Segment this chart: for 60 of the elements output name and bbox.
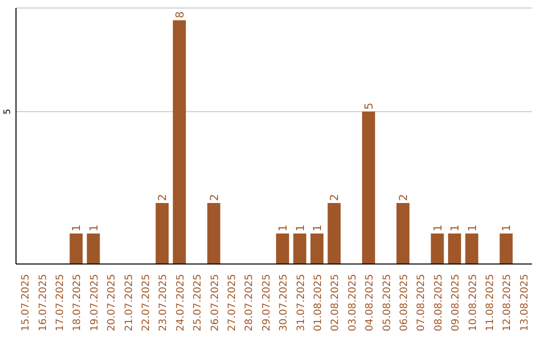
x-tick-label: 08.08.2025 <box>433 274 444 332</box>
data-label: 1 <box>294 224 307 232</box>
bar <box>328 203 341 264</box>
x-tick-label: 13.08.2025 <box>519 274 530 332</box>
bar <box>293 234 306 264</box>
x-tick-label: 31.07.2025 <box>296 274 307 332</box>
bar <box>500 234 513 264</box>
x-tick-label: 24.07.2025 <box>175 274 186 332</box>
x-tick-label: 30.07.2025 <box>278 274 290 332</box>
x-tick-label: 09.08.2025 <box>450 274 462 332</box>
data-label: 2 <box>328 194 342 202</box>
x-tick-label: 22.07.2025 <box>141 274 152 332</box>
x-tick-label: 02.08.2025 <box>330 274 342 332</box>
x-tick-label: 05.08.2025 <box>382 274 393 332</box>
data-label: 5 <box>362 102 376 110</box>
x-tick-label: 20.07.2025 <box>106 274 118 332</box>
x-tick-label: 27.07.2025 <box>227 274 238 332</box>
data-label: 2 <box>156 194 170 202</box>
data-label: 1 <box>310 224 324 232</box>
x-tick-label: 18.07.2025 <box>72 274 84 332</box>
x-tick-label: 29.07.2025 <box>261 274 272 332</box>
data-label: 2 <box>208 194 221 202</box>
x-tick-label: 23.07.2025 <box>158 274 170 332</box>
bar <box>276 234 290 264</box>
x-tick-label: 03.08.2025 <box>347 274 358 332</box>
bar <box>70 234 83 264</box>
data-label: 1 <box>448 224 462 232</box>
x-tick-label: 28.07.2025 <box>244 274 256 332</box>
x-tick-label: 15.07.2025 <box>20 274 32 332</box>
data-label: 1 <box>466 224 479 232</box>
x-tick-label: 11.08.2025 <box>485 274 496 332</box>
data-label: 1 <box>431 224 444 232</box>
bar <box>172 20 186 264</box>
bar <box>156 203 169 264</box>
data-label: 1 <box>70 224 84 232</box>
x-tick-label: 21.07.2025 <box>124 274 135 332</box>
bar <box>86 234 100 264</box>
data-label: 1 <box>500 224 514 232</box>
data-label: 8 <box>173 11 186 18</box>
x-tick-label: 01.08.2025 <box>313 274 324 332</box>
x-tick-label: 04.08.2025 <box>364 274 376 332</box>
bar <box>465 234 478 264</box>
bar <box>310 234 324 264</box>
x-tick-label: 25.07.2025 <box>192 274 204 332</box>
x-tick-label: 07.08.2025 <box>416 274 428 332</box>
bar <box>362 112 376 264</box>
x-tick-label: 12.08.2025 <box>502 274 514 332</box>
data-label: 1 <box>87 224 100 232</box>
x-tick-label: 19.07.2025 <box>89 274 100 332</box>
bar <box>207 203 220 264</box>
x-tick-label: 06.08.2025 <box>399 274 410 332</box>
x-tick-label: 17.07.2025 <box>55 274 66 332</box>
x-tick-label: 10.08.2025 <box>468 274 479 332</box>
x-tick-label: 26.07.2025 <box>210 274 221 332</box>
data-label: 1 <box>276 224 290 232</box>
data-label: 2 <box>396 194 410 202</box>
bar <box>448 234 462 264</box>
bar <box>396 203 410 264</box>
bar <box>430 234 444 264</box>
x-tick-label: 16.07.2025 <box>38 274 49 332</box>
